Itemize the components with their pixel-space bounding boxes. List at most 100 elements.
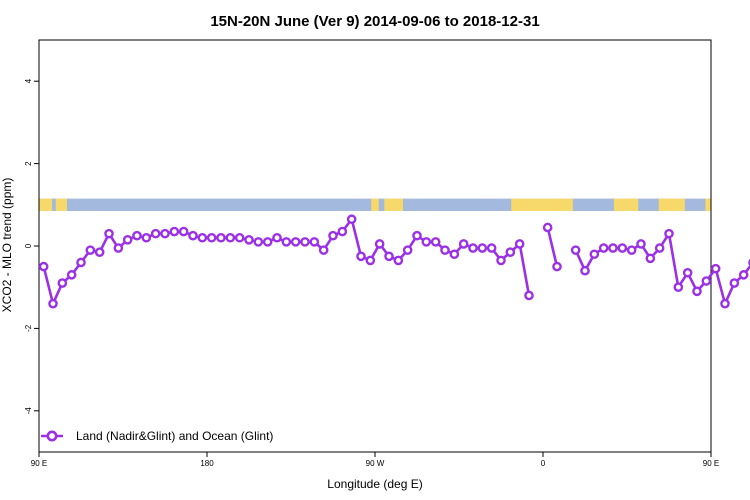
map-band [39,198,711,211]
data-point [346,214,357,225]
data-point [113,243,124,253]
legend-marker-swatch [46,430,58,442]
land-patch [658,198,685,211]
data-point [486,243,497,253]
data-point [290,237,301,247]
data-point [234,232,245,243]
data-point [608,243,618,253]
data-point [188,230,198,241]
data-point [496,255,506,266]
data-point [141,232,152,243]
data-point [570,245,581,255]
data-point [626,245,637,255]
data-point [729,278,740,288]
data-point [85,245,96,255]
data-point [393,255,404,266]
data-point [66,270,77,280]
land-patch [705,198,711,211]
data-point [197,232,208,243]
data-point [692,286,702,297]
data-point [104,228,114,239]
data-point [412,230,422,241]
data-point [216,232,226,243]
data-point [328,230,338,241]
x-tick-label: 0 [541,459,546,468]
data-point [160,228,170,239]
data-point [206,232,217,243]
legend-label: Land (Nadir&Glint) and Ocean (Glint) [76,429,273,443]
data-point [309,237,320,247]
data-point [682,267,693,278]
data-point [178,226,189,237]
data-point [421,237,432,247]
data-point [654,243,665,253]
data-point [636,239,646,249]
data-point [701,276,712,286]
data-point [524,290,534,301]
legend: Land (Nadir&Glint) and Ocean (Glint) [41,429,273,443]
data-point [514,239,525,249]
data-point [617,243,628,253]
y-tick-label: 2 [24,161,33,166]
land-patch [384,198,403,211]
data-point [645,253,656,264]
series-line [42,217,531,306]
y-tick-label: 4 [24,78,33,83]
data-point [402,245,413,255]
data-point [580,265,590,276]
data-point [57,278,68,288]
data-point [337,226,348,237]
data-point [122,235,133,245]
land-patch [39,198,53,211]
data-point [253,237,264,247]
data-point [300,237,310,247]
data-point [132,230,142,241]
data-point [272,232,282,243]
data-point [384,251,394,262]
x-tick-label: 180 [200,459,214,468]
data-point [38,261,49,272]
data-point [262,237,273,247]
series-line [574,232,750,306]
chart-title: 15N-20N June (Ver 9) 2014-09-06 to 2018-… [210,13,539,30]
data-point [356,251,366,262]
y-tick-label: -2 [24,324,33,332]
land-patch [371,198,379,211]
axes: 90 E 180 90 W 0 90 E 4 2 0 -2 -4 [24,39,719,468]
series-line [546,227,559,267]
data-point [449,249,460,260]
data-point [458,239,469,249]
data-point [76,257,86,268]
data-point [169,226,180,237]
data-point [598,243,609,253]
data-point [552,261,562,272]
data-point [365,255,376,266]
data-point [225,232,236,243]
y-tick-label: 0 [24,243,33,248]
land-patch [55,198,67,211]
data-point [318,245,329,255]
data-point [738,270,749,280]
data-point [710,263,721,274]
y-tick-label: -4 [24,407,33,415]
data-point [673,282,684,293]
data-point [664,228,674,239]
y-axis-label: XCO2 - MLO trend (ppm) [0,178,14,313]
series-layer [38,214,750,309]
data-point [468,243,478,253]
land-patch [511,198,573,211]
data-point [94,247,105,257]
data-point [542,222,553,233]
land-patch [613,198,639,211]
data-point [430,237,441,247]
data-point [150,228,161,239]
x-tick-label: 90 W [366,459,385,468]
data-point [589,249,600,260]
x-tick-label: 90 E [31,459,47,468]
data-point [477,243,488,253]
data-point [505,247,516,257]
data-point [720,298,730,309]
data-point [244,235,254,245]
